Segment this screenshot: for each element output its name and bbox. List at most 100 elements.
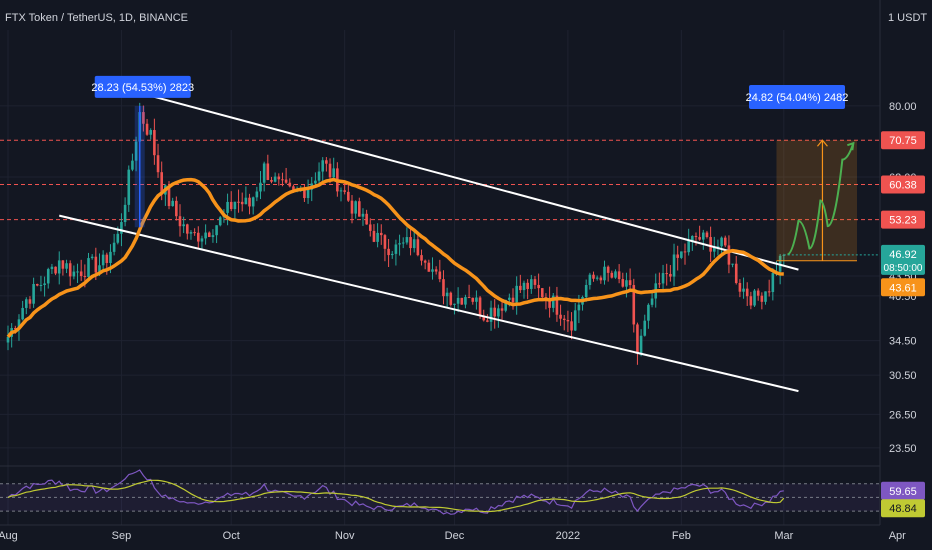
candle-body xyxy=(731,263,734,265)
candle-body xyxy=(76,271,79,273)
candle-body xyxy=(467,297,471,299)
candle-body xyxy=(317,171,321,181)
candle-body xyxy=(61,260,65,269)
candle-body xyxy=(734,263,738,284)
candle-body xyxy=(723,237,727,246)
projection-line xyxy=(787,142,855,256)
projection[interactable]: 28.23 (54.53%) 2823 24.82 (54.04%) 2482 xyxy=(91,75,880,262)
candle-body xyxy=(35,284,39,286)
candle-body xyxy=(218,217,222,226)
candle-body xyxy=(105,254,109,263)
candle-body xyxy=(475,297,478,302)
rsi-pane xyxy=(0,465,880,515)
candle-body xyxy=(109,251,112,263)
moving-average xyxy=(6,177,784,339)
candle-body xyxy=(24,299,28,308)
candle-body xyxy=(68,263,72,277)
candle-body xyxy=(17,319,21,330)
x-tick-label: Mar xyxy=(774,530,793,542)
candle-body xyxy=(347,191,350,201)
candle-body xyxy=(211,235,215,238)
candle-body xyxy=(189,232,193,234)
candle-body xyxy=(562,318,566,321)
candle-body xyxy=(639,335,643,354)
candle-body xyxy=(207,232,211,238)
candle-body xyxy=(621,279,625,287)
candle-body xyxy=(409,237,412,249)
candle-body xyxy=(43,283,46,285)
candle-body xyxy=(361,213,365,217)
level-label-box xyxy=(881,131,925,150)
descending-channel[interactable] xyxy=(59,88,799,393)
candle-body xyxy=(90,256,94,259)
currency-label[interactable]: 1 USDT xyxy=(888,12,927,24)
candle-body xyxy=(434,269,438,272)
horizontal-levels xyxy=(0,139,880,221)
candle-body xyxy=(134,141,138,161)
candle-body xyxy=(687,240,690,253)
candle-body xyxy=(683,251,687,253)
y-tick-label: 23.50 xyxy=(889,443,917,455)
candle-body xyxy=(570,321,573,331)
candle-body xyxy=(21,307,24,320)
candle-body xyxy=(445,292,449,297)
candle-body xyxy=(606,266,610,273)
candle-body xyxy=(79,271,83,277)
candle-body xyxy=(658,283,661,285)
candle-body xyxy=(387,248,390,256)
candle-body xyxy=(555,295,559,315)
channel-line xyxy=(59,214,799,393)
channel-line xyxy=(124,88,799,271)
projection-arrowhead xyxy=(847,141,855,151)
candle-body xyxy=(54,266,57,274)
x-tick-label: Oct xyxy=(223,530,240,542)
candle-body xyxy=(50,266,54,270)
candle-body xyxy=(94,256,98,273)
candle-body xyxy=(716,246,720,248)
candle-body xyxy=(471,297,475,302)
candle-body xyxy=(259,182,262,192)
candle-body xyxy=(712,246,716,252)
candle-body xyxy=(167,185,171,207)
candle-body xyxy=(32,284,35,304)
candle-body xyxy=(742,288,745,292)
candle-body xyxy=(650,298,654,305)
candle-body xyxy=(603,266,606,281)
candle-body xyxy=(350,200,354,214)
candle-body xyxy=(6,336,10,343)
candle-body xyxy=(120,222,123,234)
candle-body xyxy=(537,284,540,289)
candle-body xyxy=(431,269,434,272)
candle-body xyxy=(372,230,376,242)
candle-body xyxy=(200,238,204,242)
x-tick-label: Sep xyxy=(112,530,132,542)
candle-body xyxy=(482,315,486,321)
rsi-ma-line xyxy=(7,479,785,513)
candle-body xyxy=(240,201,244,205)
candle-body xyxy=(390,253,394,256)
candle-body xyxy=(87,258,90,278)
x-tick-label: Dec xyxy=(445,530,465,542)
x-axis[interactable]: Aug Sep Oct Nov Dec 2022 Feb Mar Apr xyxy=(0,530,906,542)
x-tick-label: Feb xyxy=(672,530,691,542)
candle-body xyxy=(745,288,749,297)
candle-body xyxy=(698,237,701,240)
candle-body xyxy=(65,263,68,269)
candle-body xyxy=(328,163,332,178)
level-label-box xyxy=(881,175,925,194)
candle-body xyxy=(511,297,515,303)
level-label: 53.23 xyxy=(889,215,917,227)
candle-body xyxy=(368,224,372,231)
candle-body xyxy=(647,304,650,321)
candle-body xyxy=(149,130,153,135)
candle-body xyxy=(464,297,467,305)
candle-body xyxy=(281,179,284,181)
symbol-title[interactable]: FTX Token / TetherUS, 1D, BINANCE xyxy=(5,12,188,24)
y-tick-label: 34.50 xyxy=(889,336,917,348)
candle-body xyxy=(98,265,101,273)
candle-body xyxy=(486,320,489,322)
candle-body xyxy=(365,213,368,225)
candle-body xyxy=(398,243,401,245)
